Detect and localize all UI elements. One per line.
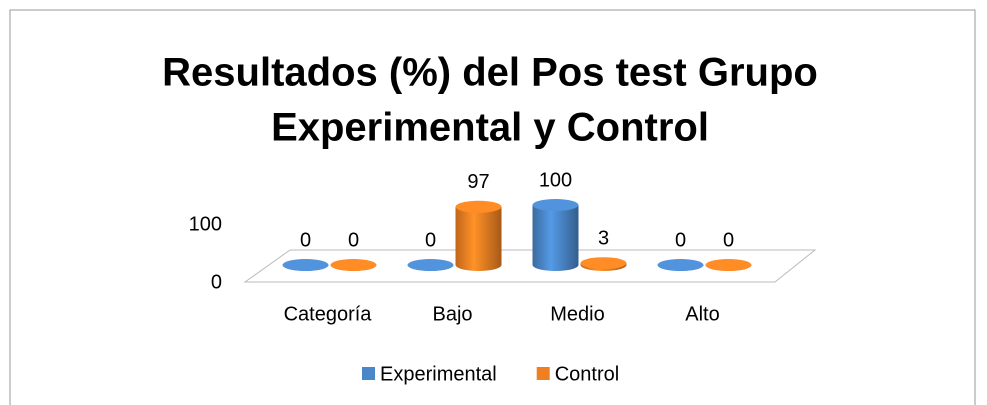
y-tick-label: 100 — [189, 213, 222, 235]
data-label: 0 — [675, 229, 686, 251]
bar-top — [532, 199, 579, 211]
floor — [243, 249, 817, 283]
chart-border — [9, 9, 976, 405]
bar-top — [455, 200, 502, 213]
data-label: 0 — [348, 229, 359, 251]
x-tick-label: Medio — [550, 303, 604, 325]
data-label: 97 — [467, 171, 489, 193]
x-tick-label: Alto — [685, 303, 719, 325]
legend-swatch — [362, 367, 375, 380]
data-label: 0 — [300, 229, 311, 251]
bar-top — [657, 259, 704, 271]
bar-top — [580, 257, 627, 270]
bar-top — [705, 259, 752, 271]
legend-swatch — [536, 367, 550, 380]
legend-label: Control — [555, 363, 619, 385]
y-tick-label: 0 — [211, 271, 222, 293]
bar-top — [330, 259, 377, 271]
x-tick-label: Categoría — [284, 303, 373, 325]
data-label: 0 — [723, 229, 734, 251]
chart-title: Experimental y Control — [271, 106, 709, 150]
legend-label: Experimental — [380, 363, 497, 385]
data-label: 3 — [598, 227, 609, 249]
bar — [455, 206, 502, 271]
bar-top — [282, 259, 329, 271]
chart-title: Resultados (%) del Pos test Grupo — [162, 51, 818, 95]
x-tick-label: Bajo — [432, 303, 472, 325]
data-label: 100 — [539, 169, 572, 191]
bar-top — [407, 259, 454, 271]
data-label: 0 — [425, 229, 436, 251]
bar — [532, 205, 579, 271]
